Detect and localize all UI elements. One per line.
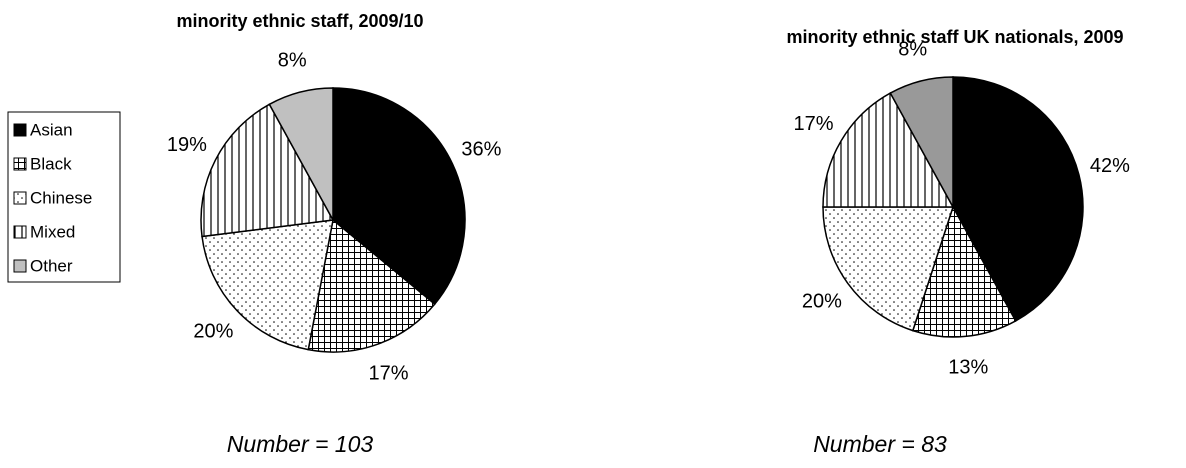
legend-swatch bbox=[13, 225, 27, 239]
pie-slice bbox=[268, 87, 334, 221]
chart-title: minority ethnic staff UK nationals, 2009 bbox=[786, 27, 1123, 47]
data-label: 13% bbox=[948, 357, 988, 379]
data-label: 20% bbox=[802, 291, 842, 313]
pie-slice bbox=[201, 219, 334, 351]
data-label: 20% bbox=[193, 321, 233, 343]
pie-slice bbox=[889, 76, 954, 208]
data-label: 17% bbox=[369, 363, 409, 385]
pie-slice bbox=[307, 218, 436, 353]
annotation: Number = 83 bbox=[813, 431, 947, 457]
legend-label: Black bbox=[30, 154, 72, 173]
pie-slice bbox=[200, 103, 335, 238]
data-label: 17% bbox=[794, 113, 834, 135]
data-label: 8% bbox=[278, 49, 307, 71]
legend-swatch bbox=[13, 123, 27, 137]
legend-label: Chinese bbox=[30, 188, 92, 207]
pie-slice bbox=[952, 76, 1084, 322]
data-label: 19% bbox=[167, 134, 207, 156]
data-label: 42% bbox=[1090, 155, 1130, 177]
pie-slice bbox=[822, 92, 955, 208]
legend-swatch bbox=[13, 191, 27, 205]
chart-title: minority ethnic staff, 2009/10 bbox=[176, 11, 423, 31]
data-label: 8% bbox=[898, 38, 927, 60]
pie-slice bbox=[911, 205, 1017, 338]
annotation: Number = 103 bbox=[227, 431, 374, 457]
data-label: 36% bbox=[461, 138, 501, 160]
legend-swatch bbox=[13, 259, 27, 273]
pie-slice bbox=[332, 87, 466, 306]
legend-label: Asian bbox=[30, 120, 73, 139]
legend-box bbox=[7, 111, 121, 283]
pie-slice bbox=[822, 206, 955, 332]
legend-label: Mixed bbox=[30, 222, 75, 241]
legend-swatch bbox=[13, 157, 27, 171]
legend-label: Other bbox=[30, 256, 73, 275]
